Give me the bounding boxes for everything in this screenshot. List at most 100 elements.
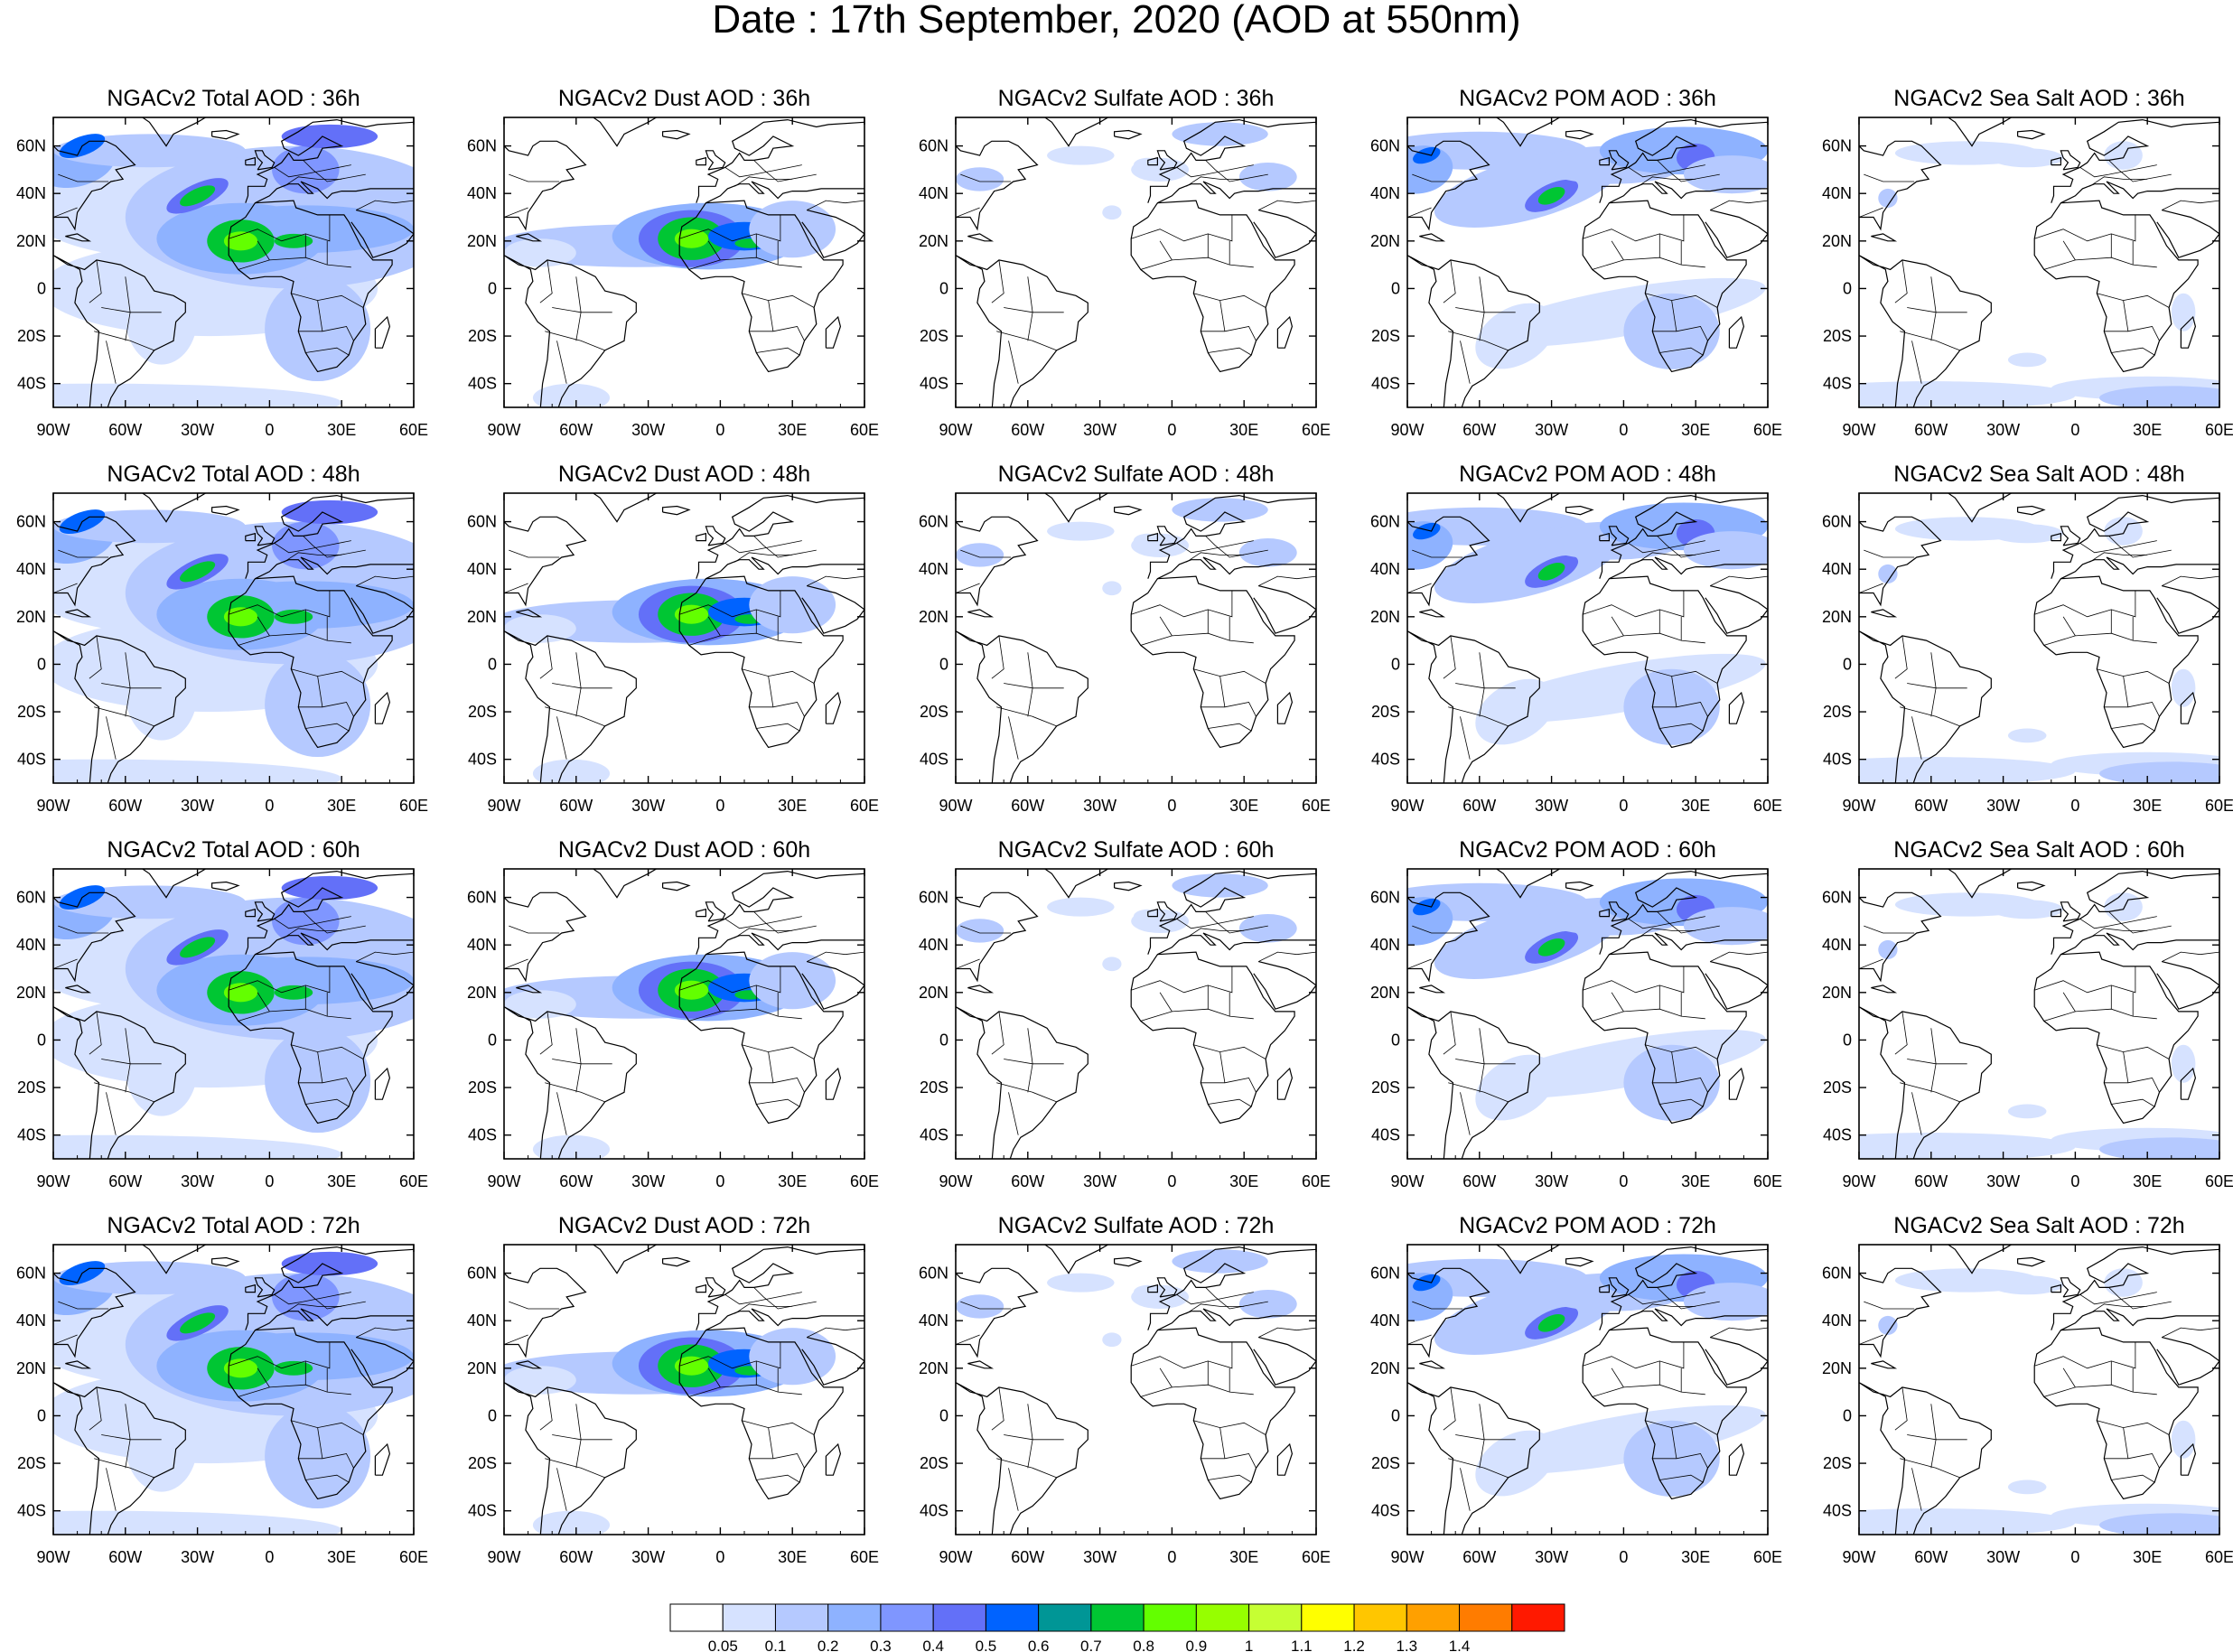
y-tick-label: 0 xyxy=(1391,655,1400,673)
country-border xyxy=(724,916,802,929)
aod-plume xyxy=(2104,141,2143,170)
country-border xyxy=(1652,326,1708,341)
map-panel-total-0: NGACv2 Total AOD : 36h 90W 60W 30W 0 30E 60E 60… xyxy=(16,86,428,439)
aod-plume xyxy=(274,609,313,624)
country-border xyxy=(303,536,366,558)
coastline-samerica xyxy=(1859,630,1992,783)
country-border xyxy=(303,160,366,182)
x-tick-label: 0 xyxy=(1619,797,1628,815)
country-border xyxy=(509,173,560,182)
country-border xyxy=(753,160,817,182)
y-tick-label: 20S xyxy=(920,703,948,721)
coastline-medsouth xyxy=(1157,932,1316,956)
aod-plume xyxy=(1859,381,2076,407)
y-tick-label: 60N xyxy=(467,889,497,907)
country-border xyxy=(1159,992,1173,1013)
colorbar-label: 1.2 xyxy=(1343,1638,1365,1652)
country-border xyxy=(545,331,605,351)
country-border xyxy=(1176,1292,1254,1305)
x-tick-label: 60E xyxy=(1753,1548,1782,1566)
x-tick-label: 0 xyxy=(2070,1548,2079,1566)
y-tick-label: 20S xyxy=(920,1454,948,1472)
x-tick-label: 0 xyxy=(1167,1548,1176,1566)
coastline-arabia xyxy=(1253,585,1316,634)
coastline-namerica xyxy=(956,140,1039,231)
coastline-uk xyxy=(1608,526,1630,546)
country-border xyxy=(303,911,366,934)
aod-plume xyxy=(272,897,340,946)
coastline-iceland xyxy=(2017,881,2046,891)
country-border xyxy=(1027,276,1033,341)
y-tick-label: 40S xyxy=(17,1126,46,1144)
map-frame xyxy=(1406,117,1769,408)
coastline-cuba xyxy=(516,233,543,242)
colorbar-box xyxy=(1511,1603,1565,1632)
country-border xyxy=(1671,300,1677,331)
country-border xyxy=(284,928,342,938)
y-tick-label: 60N xyxy=(1370,137,1400,155)
coastline-iceland xyxy=(1113,1256,1143,1267)
country-border xyxy=(1864,925,1915,934)
aod-plume xyxy=(1991,900,2064,919)
country-border xyxy=(1645,1044,1718,1059)
country-border xyxy=(707,616,721,637)
coastline-medsouth xyxy=(705,1308,864,1331)
coastline-madagascar xyxy=(1728,691,1745,724)
y-tick-label: 0 xyxy=(488,1031,497,1049)
country-border xyxy=(1258,575,1316,586)
map-panel-seasalt-2: NGACv2 Sea Salt AOD : 60h 90W 60W 30W 0 30E 60… xyxy=(1822,837,2233,1190)
aod-plume xyxy=(1683,531,1768,570)
country-border xyxy=(1193,1420,1266,1435)
aod-plume xyxy=(1878,1315,1898,1335)
colorbar-box xyxy=(932,1603,986,1632)
country-border xyxy=(707,992,721,1013)
coastline-namerica xyxy=(1407,140,1490,231)
coastline-namerica xyxy=(1859,1267,1942,1358)
country-border xyxy=(556,1092,567,1135)
x-tick-label: 60E xyxy=(2205,1172,2233,1190)
country-border xyxy=(1657,1287,1720,1310)
coastline-madagascar xyxy=(1276,315,1294,349)
coastline-cuba xyxy=(65,233,92,242)
country-border xyxy=(356,200,414,210)
country-border xyxy=(274,164,351,178)
coastline-iceland xyxy=(1113,505,1143,516)
country-border xyxy=(2089,928,2148,938)
coastline-uk xyxy=(705,150,726,171)
y-tick-label: 20S xyxy=(920,1078,948,1097)
coastline-africa xyxy=(678,575,844,749)
coastline-europe xyxy=(1599,118,1768,203)
country-border xyxy=(125,276,131,341)
country-border xyxy=(274,916,351,929)
y-tick-label: 40N xyxy=(1370,1311,1400,1330)
y-tick-label: 20S xyxy=(1823,1454,1852,1472)
y-tick-label: 20S xyxy=(1371,1078,1400,1097)
country-border xyxy=(305,1098,350,1107)
country-border xyxy=(1201,1453,1257,1469)
colorbar-label: 1.3 xyxy=(1396,1638,1417,1652)
x-tick-label: 60W xyxy=(1462,797,1496,815)
aod-field xyxy=(504,493,864,783)
country-border xyxy=(1176,916,1254,929)
aod-plume xyxy=(272,521,340,570)
coastline-madagascar xyxy=(1276,1067,1294,1100)
y-tick-label: 40N xyxy=(467,184,497,202)
country-border xyxy=(1412,1301,1463,1310)
x-tick-label: 0 xyxy=(715,1548,724,1566)
coastline-madagascar xyxy=(2180,1442,2197,1476)
x-tick-label: 60E xyxy=(850,1548,879,1566)
country-border xyxy=(1176,164,1254,178)
country-border xyxy=(1930,1028,1937,1093)
coastline-namerica xyxy=(1407,516,1490,607)
y-tick-label: 20N xyxy=(16,232,46,250)
y-tick-label: 0 xyxy=(37,1406,46,1424)
coastline-europe xyxy=(245,870,414,955)
map-frame xyxy=(1858,492,2220,784)
y-tick-label: 60N xyxy=(16,513,46,531)
country-border xyxy=(1911,341,1922,384)
x-tick-label: 60W xyxy=(1914,797,1948,815)
x-tick-label: 0 xyxy=(1167,797,1176,815)
coastline-samerica xyxy=(53,1382,186,1535)
country-border xyxy=(807,200,864,210)
country-border xyxy=(1628,916,1705,929)
